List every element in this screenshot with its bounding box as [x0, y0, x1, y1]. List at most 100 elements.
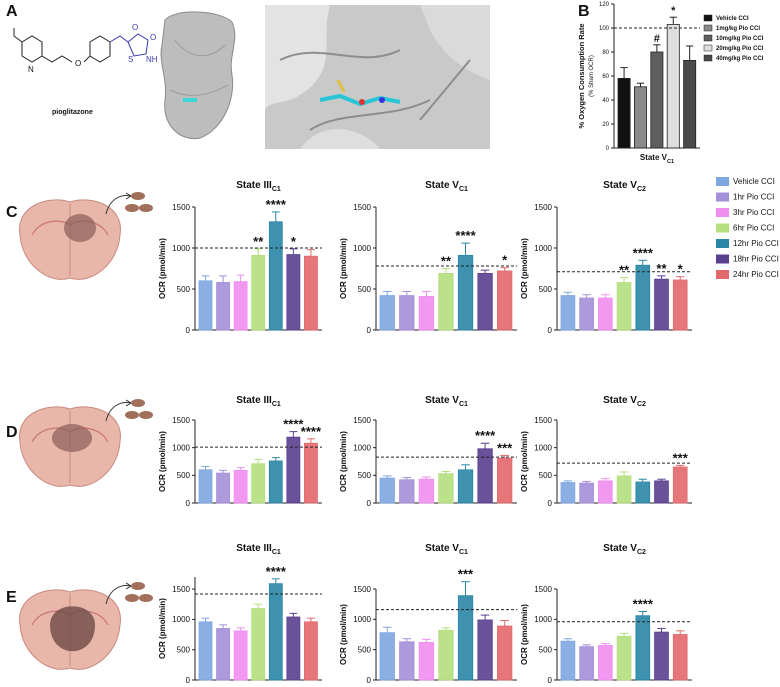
legend-label: 18hr Pio CCI — [733, 255, 779, 264]
y-axis-label: OCR (pmol/min) — [339, 431, 348, 492]
legend-swatch — [703, 54, 713, 62]
y-axis-label: OCR (pmol/min) — [158, 431, 167, 492]
brain-region — [52, 424, 92, 452]
atom-label: S — [128, 55, 133, 64]
y-tick-label: 0 — [548, 499, 553, 508]
bar — [477, 273, 493, 331]
chart-title-main: State V — [425, 395, 459, 406]
significance-label: *** — [673, 450, 689, 465]
y-tick-label: 1500 — [534, 203, 552, 212]
bar-chart: 0 20 40 60 80 100 120 # * State VC1 % Oxygen Consu… — [577, 2, 764, 165]
bar — [497, 270, 513, 331]
y-tick-label: 1000 — [534, 443, 552, 452]
bar — [672, 634, 688, 681]
bar — [438, 473, 454, 504]
significance-label: ** — [619, 263, 630, 278]
bar-chart: 0 500 1000 1500 **** State VC2 OCR (pmol/min) — [520, 543, 692, 685]
y-tick-label: 80 — [602, 50, 609, 56]
significance-label: # — [654, 33, 660, 45]
chart-title-sub: C2 — [637, 549, 646, 556]
bar — [399, 641, 415, 681]
chart-title-sub: C1 — [272, 401, 281, 408]
chart-title: State VC1 — [425, 395, 468, 408]
legend-swatch — [716, 177, 729, 186]
atom-label: N — [28, 65, 34, 74]
bar — [457, 595, 474, 681]
bar — [268, 221, 283, 331]
brain-region — [64, 214, 96, 242]
molecule — [13, 28, 149, 63]
panel-letter: B — [578, 3, 590, 20]
panel-letter: E — [6, 589, 17, 606]
bar — [418, 641, 435, 681]
significance-label: ** — [253, 234, 264, 249]
molecule-name: pioglitazone — [52, 109, 93, 116]
bar — [635, 481, 651, 504]
panel-letter: A — [6, 3, 18, 20]
y-tick-label: 0 — [548, 676, 553, 685]
bar-chart: 0 500 1000 1500 ******* State VC1 OCR (pmol/mi… — [339, 395, 517, 508]
bar — [268, 583, 283, 681]
y-axis-sublabel: (% Sham OCR) — [589, 55, 595, 97]
bar — [654, 631, 669, 681]
bar — [497, 457, 513, 504]
chart-title-sub: C1 — [459, 549, 468, 556]
atom-label: O — [150, 33, 156, 42]
bar — [198, 469, 213, 504]
y-tick-label: 1000 — [534, 615, 552, 624]
y-tick-label: 1500 — [534, 416, 552, 425]
bar — [598, 480, 613, 504]
bar — [251, 608, 266, 681]
chart-title: State IIIC1 — [236, 543, 281, 556]
y-tick-label: 1000 — [353, 615, 371, 624]
y-tick-label: 500 — [539, 285, 553, 294]
y-axis-label: OCR (pmol/min) — [158, 238, 167, 299]
y-tick-label: 500 — [539, 645, 553, 654]
y-tick-label: 1500 — [172, 585, 190, 594]
significance-label: **** — [301, 424, 322, 439]
y-tick-label: 100 — [599, 26, 610, 32]
y-tick-label: 0 — [186, 499, 191, 508]
bar — [616, 475, 632, 504]
bar — [654, 480, 669, 504]
bar — [560, 640, 576, 681]
chart-title: State IIIC1 — [236, 180, 281, 193]
bar — [560, 482, 576, 504]
bar — [598, 645, 613, 681]
legend-label: 10mg/kg Pio CCI — [716, 36, 764, 42]
y-tick-label: 0 — [548, 326, 553, 335]
bar — [634, 86, 647, 149]
x-axis-label-main: State V — [640, 153, 668, 162]
bar — [418, 478, 435, 504]
legend-swatch — [716, 208, 729, 217]
bar — [304, 255, 318, 331]
bar — [654, 278, 669, 331]
brain-region — [50, 606, 95, 652]
bar — [579, 482, 594, 504]
y-axis-label: OCR (pmol/min) — [158, 598, 167, 659]
legend-label: 3hr Pio CCI — [733, 208, 774, 217]
y-tick-label: 500 — [539, 471, 553, 480]
legend-swatch — [716, 223, 729, 233]
panel-letter: D — [6, 424, 18, 441]
legend-label: 6hr Pio CCI — [733, 224, 774, 233]
y-tick-label: 0 — [367, 499, 372, 508]
bar — [560, 295, 576, 331]
bar — [635, 615, 651, 681]
legend-swatch — [703, 24, 713, 32]
bar — [198, 621, 213, 681]
chart-title-sub: C2 — [637, 401, 646, 408]
y-tick-label: 500 — [177, 285, 191, 294]
significance-label: **** — [475, 428, 496, 443]
legend-label: 1hr Pio CCI — [733, 193, 774, 202]
y-tick-label: 1500 — [534, 585, 552, 594]
bar-chart: 0 500 1000 1500 *** State VC1 OCR (pmol/min) — [339, 543, 517, 685]
atom-label: O — [75, 59, 81, 68]
bar — [233, 630, 248, 681]
bar — [216, 628, 230, 681]
bar — [233, 281, 248, 331]
chart-title: State VC2 — [603, 395, 646, 408]
